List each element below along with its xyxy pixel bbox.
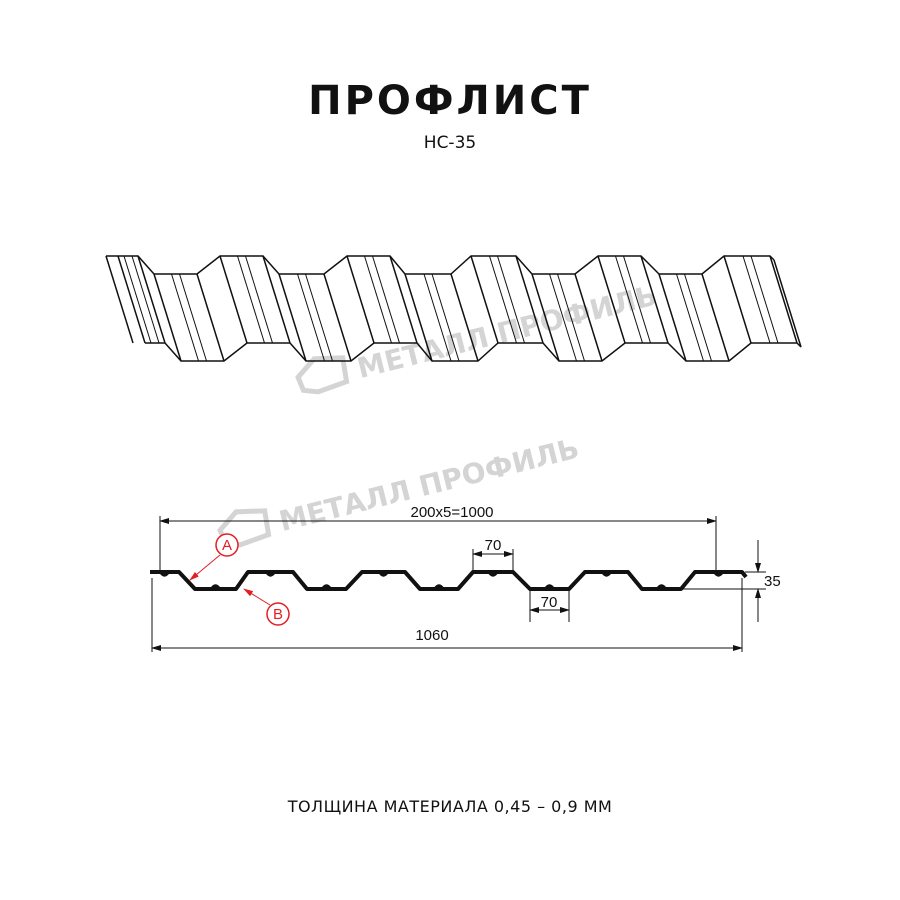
profile-model: НС-35 — [423, 133, 477, 153]
sheet-fold-line — [773, 259, 802, 348]
sheet-rib-line — [179, 273, 207, 362]
stiffener-rib — [544, 584, 555, 590]
sheet-fold-line — [219, 255, 248, 344]
sheet-edge-line — [105, 255, 134, 344]
sheet-rib-line — [623, 255, 651, 344]
callout-b: B — [243, 588, 290, 626]
sheet-fold-line — [597, 255, 626, 344]
sheet-rib-line — [305, 273, 333, 362]
stiffener-rib — [433, 584, 445, 590]
sheet-rib-line — [742, 255, 771, 344]
stiffener-rib — [265, 571, 276, 577]
stiffener-rib — [713, 571, 724, 577]
sheet-rib-line — [245, 255, 273, 344]
dim-top-flat-label: 70 — [485, 537, 502, 554]
sheet-rib-line — [131, 255, 160, 344]
sheet-fold-line — [515, 255, 544, 344]
callout-a: A — [189, 533, 239, 581]
cross-section-view — [150, 570, 748, 591]
profile-section-line — [150, 570, 748, 591]
sheet-fold-line — [470, 255, 499, 344]
sheet-fold-line — [574, 273, 603, 362]
sheet-rib-line — [423, 273, 452, 362]
sheet-fold-line — [117, 255, 146, 344]
sheet-rib-line — [676, 273, 704, 362]
sheet-rib-line — [549, 273, 577, 362]
dim-width-label: 1060 — [415, 627, 448, 644]
watermark-logo-icon — [295, 355, 350, 395]
sheet-rib-line — [750, 255, 779, 344]
sheet-fold-line — [723, 255, 752, 344]
sheet-top-edge — [118, 255, 775, 275]
watermark-top: МЕТАЛЛ ПРОФИЛЬ — [295, 279, 660, 395]
sheet-rib-line — [297, 273, 325, 362]
callout-a-label: A — [222, 537, 232, 554]
sheet-fold-line — [278, 273, 307, 362]
page-title: ПРОФЛИСТ — [308, 78, 592, 124]
dim-pitch-label: 200x5=1000 — [411, 504, 494, 521]
watermark-text: МЕТАЛЛ ПРОФИЛЬ — [354, 279, 660, 385]
stiffener-rib — [656, 584, 667, 590]
sheet-fold-line — [137, 255, 166, 344]
sheet-fold-line — [389, 255, 418, 344]
sheet-rib-line — [431, 273, 460, 362]
sheet-rib-line — [171, 273, 199, 362]
sheet-fold-line — [701, 273, 730, 362]
sheet-fold-line — [153, 273, 182, 362]
sheet-fold-line — [262, 255, 291, 344]
sheet-rib-line — [615, 255, 643, 344]
callout-b-label: B — [273, 606, 283, 623]
sheet-rib-line — [497, 255, 525, 344]
sheet-fold-line — [323, 273, 352, 362]
sheet-fold-line — [196, 273, 225, 362]
dim-bottom-flat-label: 70 — [541, 594, 558, 611]
isometric-sheet-view — [105, 255, 802, 362]
dim-height-label: 35 — [764, 573, 781, 590]
sheet-fold-line — [769, 255, 798, 344]
stiffener-rib — [321, 584, 332, 590]
stiffener-rib — [601, 571, 612, 577]
sheet-rib-line — [372, 255, 400, 344]
sheet-rib-line — [684, 273, 712, 362]
sheet-rib-line — [237, 255, 265, 344]
sheet-fold-line — [640, 255, 669, 344]
sheet-rib-line — [123, 255, 152, 344]
watermark-text: МЕТАЛЛ ПРОФИЛЬ — [276, 432, 582, 538]
sheet-fold-line — [531, 273, 560, 362]
sheet-fold-line — [658, 273, 687, 362]
sheet-fold-line — [450, 273, 479, 362]
sheet-rib-line — [557, 273, 585, 362]
stiffener-rib — [487, 571, 499, 577]
sheet-rib-line — [489, 255, 517, 344]
stiffener-rib — [378, 571, 389, 577]
sheet-fold-line — [346, 255, 375, 344]
sheet-rib-line — [364, 255, 392, 344]
dimension-lines — [151, 516, 766, 652]
stiffener-rib — [210, 584, 221, 590]
watermark-bottom: МЕТАЛЛ ПРОФИЛЬ — [217, 432, 582, 548]
stiffener-rib — [159, 571, 170, 577]
material-thickness-caption: ТОЛЩИНА МАТЕРИАЛА 0,45 – 0,9 ММ — [287, 797, 613, 816]
sheet-fold-line — [404, 273, 433, 362]
